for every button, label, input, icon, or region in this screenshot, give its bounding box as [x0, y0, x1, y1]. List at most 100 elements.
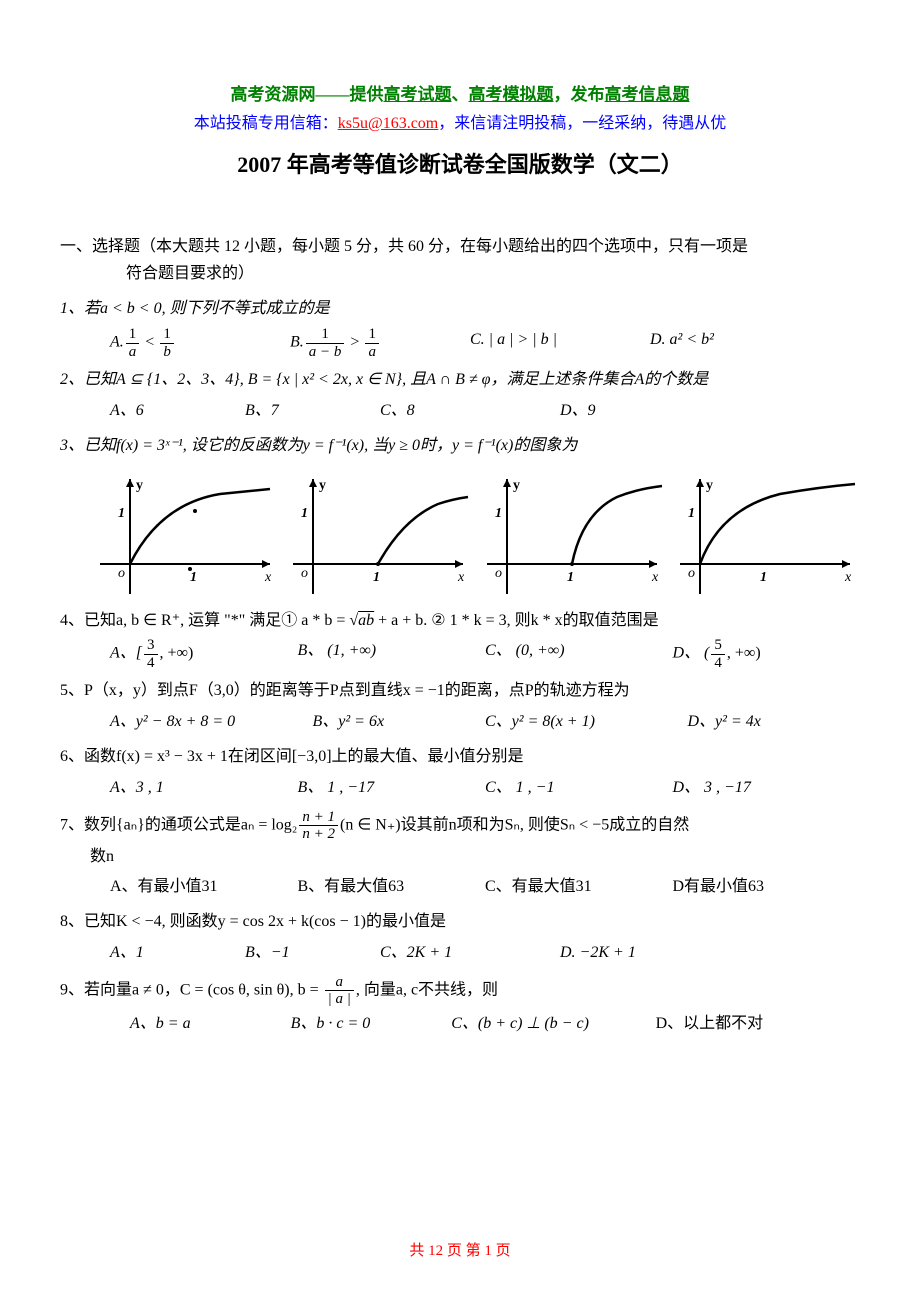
question-7: 7、数列{aₙ}的通项公式是aₙ = log₂n + 1n + 2(n ∈ N₊…	[60, 809, 860, 903]
header-link-3[interactable]: 高考信息题	[605, 85, 690, 104]
q6-optD: D、 3 , −17	[673, 774, 861, 803]
section-heading: 一、选择题（本大题共 12 小题，每小题 5 分，共 60 分，在每小题给出的四…	[60, 233, 860, 287]
question-1: 1、若a < b < 0, 则下列不等式成立的是 A.1a < 1b B.1a …	[60, 295, 860, 360]
header2-suffix: ，来信请注明投稿，一经采纳，待遇从优	[438, 115, 726, 132]
svg-text:y: y	[319, 478, 326, 493]
section-l2: 符合题目要求的）	[60, 260, 254, 287]
svg-text:y: y	[513, 478, 520, 493]
question-6: 6、函数f(x) = x³ − 3x + 1在闭区间[−3,0]上的最大值、最小…	[60, 743, 860, 803]
q5-optB: B、y² = 6x	[313, 708, 486, 737]
svg-text:1: 1	[190, 570, 197, 585]
question-2: 2、已知A ⊆ {1、2、3、4}, B = {x | x² < 2x, x ∈…	[60, 366, 860, 426]
svg-text:x: x	[651, 570, 659, 585]
q9-optD: D、以上都不对	[656, 1010, 846, 1039]
q9-options: A、b = a B、b · c = 0 C、(b + c) ⊥ (b − c) …	[60, 1010, 860, 1039]
q1-optA: A.1a < 1b	[110, 326, 290, 360]
svg-text:1: 1	[301, 506, 308, 521]
q6-text: 6、函数f(x) = x³ − 3x + 1在闭区间[−3,0]上的最大值、最小…	[60, 743, 860, 772]
q1-optC: C. | a | > | b |	[470, 326, 650, 360]
q5-optC: C、y² = 8(x + 1)	[485, 708, 688, 737]
q5-options: A、y² − 8x + 8 = 0 B、y² = 6x C、y² = 8(x +…	[60, 708, 860, 737]
q4-optB: B、 (1, +∞)	[298, 637, 486, 671]
q2-optD: D、9	[560, 397, 740, 426]
q7-text2: 数n	[60, 843, 860, 872]
q4-optC: C、 (0, +∞)	[485, 637, 673, 671]
header-line-1: 高考资源网——提供高考试题、高考模拟题，发布高考信息题	[60, 80, 860, 105]
svg-text:x: x	[264, 570, 272, 585]
q5-text: 5、P（x，y）到点F（3,0）的距离等于P点到直线x = −1的距离，点P的轨…	[60, 677, 860, 706]
header-line-2: 本站投稿专用信箱：ks5u@163.com，来信请注明投稿，一经采纳，待遇从优	[60, 109, 860, 133]
q7-optA: A、有最小值31	[110, 873, 298, 902]
q4-text: 4、已知a, b ∈ R⁺, 运算 "*" 满足① a * b = √ab + …	[60, 607, 860, 636]
header2-prefix: 本站投稿专用信箱：	[194, 115, 338, 132]
q9-text: 9、若向量a ≠ 0，C = (cos θ, sin θ), b = a| a …	[60, 974, 860, 1008]
q9-optA: A、b = a	[130, 1010, 291, 1039]
svg-text:1: 1	[495, 506, 502, 521]
q7-optD: D有最小值63	[673, 873, 861, 902]
svg-text:o: o	[118, 566, 125, 581]
q8-text: 8、已知K < −4, 则函数y = cos 2x + k(cos − 1)的最…	[60, 908, 860, 937]
email-link[interactable]: ks5u@163.com	[338, 115, 439, 132]
svg-text:o: o	[495, 566, 502, 581]
q1-optB: B.1a − b > 1a	[290, 326, 470, 360]
graph-a: o y x 1 1	[90, 469, 280, 599]
page-title: 2007 年高考等值诊断试卷全国版数学（文二）	[60, 147, 860, 179]
header-suffix: ，发布	[554, 85, 605, 104]
svg-text:x: x	[457, 570, 465, 585]
page-footer: 共 12 页 第 1 页	[0, 1239, 920, 1260]
q3-text: 3、已知f(x) = 3ˣ⁻¹, 设它的反函数为y = f⁻¹(x), 当y ≥…	[60, 432, 860, 461]
q1-text: 1、若a < b < 0, 则下列不等式成立的是	[60, 295, 860, 324]
section-l1: 一、选择题（本大题共 12 小题，每小题 5 分，共 60 分，在每小题给出的四…	[60, 238, 748, 255]
q5-optD: D、y² = 4x	[688, 708, 853, 737]
question-4: 4、已知a, b ∈ R⁺, 运算 "*" 满足① a * b = √ab + …	[60, 607, 860, 672]
q2-options: A、6 B、7 C、8 D、9	[60, 397, 860, 426]
svg-text:1: 1	[688, 506, 695, 521]
svg-text:o: o	[301, 566, 308, 581]
q6-optC: C、 1 , −1	[485, 774, 673, 803]
q6-optB: B、 1 , −17	[298, 774, 486, 803]
question-8: 8、已知K < −4, 则函数y = cos 2x + k(cos − 1)的最…	[60, 908, 860, 968]
q5-optA: A、y² − 8x + 8 = 0	[110, 708, 313, 737]
q7-text: 7、数列{aₙ}的通项公式是aₙ = log₂n + 1n + 2(n ∈ N₊…	[60, 809, 860, 843]
q4-optA: A、[34, +∞)	[110, 637, 298, 671]
q6-optA: A、3 , 1	[110, 774, 298, 803]
graph-c: o y x 1 1	[477, 469, 667, 599]
svg-text:1: 1	[567, 570, 574, 585]
svg-text:y: y	[706, 478, 713, 493]
svg-text:x: x	[844, 570, 852, 585]
q6-options: A、3 , 1 B、 1 , −17 C、 1 , −1 D、 3 , −17	[60, 774, 860, 803]
svg-text:1: 1	[373, 570, 380, 585]
q8-optD: D. −2K + 1	[560, 939, 740, 968]
q9-optC: C、(b + c) ⊥ (b − c)	[451, 1010, 655, 1039]
q7-optB: B、有最大值63	[298, 873, 486, 902]
svg-text:o: o	[688, 566, 695, 581]
question-9: 9、若向量a ≠ 0，C = (cos θ, sin θ), b = a| a …	[60, 974, 860, 1039]
q8-options: A、1 B、−1 C、2K + 1 D. −2K + 1	[60, 939, 860, 968]
question-5: 5、P（x，y）到点F（3,0）的距离等于P点到直线x = −1的距离，点P的轨…	[60, 677, 860, 737]
q2-optB: B、7	[245, 397, 380, 426]
q8-optA: A、1	[110, 939, 245, 968]
svg-text:1: 1	[118, 506, 125, 521]
header-link-2[interactable]: 高考模拟题	[469, 85, 554, 104]
header-mid: 、	[452, 85, 469, 104]
q8-optB: B、−1	[245, 939, 380, 968]
q4-optD: D、 (54, +∞)	[673, 637, 861, 671]
q2-optC: C、8	[380, 397, 560, 426]
svg-text:1: 1	[760, 570, 767, 585]
q9-optB: B、b · c = 0	[291, 1010, 452, 1039]
q7-optC: C、有最大值31	[485, 873, 673, 902]
q3-graphs: o y x 1 1 o y x 1 1 o y	[60, 469, 860, 599]
header-link-1[interactable]: 高考试题	[384, 85, 452, 104]
svg-text:y: y	[136, 478, 143, 493]
q1-options: A.1a < 1b B.1a − b > 1a C. | a | > | b |…	[60, 326, 860, 360]
graph-b: o y x 1 1	[283, 469, 473, 599]
q4-options: A、[34, +∞) B、 (1, +∞) C、 (0, +∞) D、 (54,…	[60, 637, 860, 671]
q7-options: A、有最小值31 B、有最大值63 C、有最大值31 D有最小值63	[60, 873, 860, 902]
question-3: 3、已知f(x) = 3ˣ⁻¹, 设它的反函数为y = f⁻¹(x), 当y ≥…	[60, 432, 860, 599]
header-prefix: 高考资源网——提供	[231, 85, 384, 104]
q2-optA: A、6	[110, 397, 245, 426]
q2-text: 2、已知A ⊆ {1、2、3、4}, B = {x | x² < 2x, x ∈…	[60, 366, 860, 395]
q8-optC: C、2K + 1	[380, 939, 560, 968]
graph-d: o y x 1 1	[670, 469, 860, 599]
q1-optD: D. a² < b²	[650, 326, 830, 360]
